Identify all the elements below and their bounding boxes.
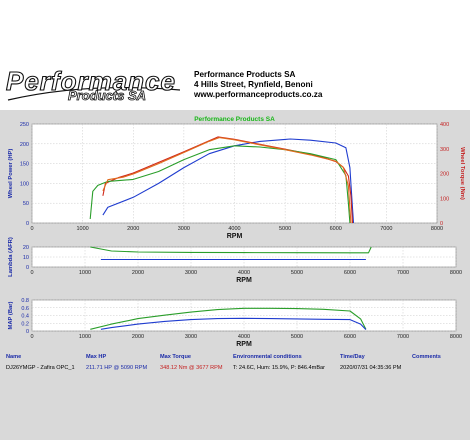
x-axis-label: RPM — [236, 277, 252, 284]
x-tick-label: 6000 — [330, 226, 342, 232]
company-website[interactable]: www.performanceproducts.co.za — [194, 90, 323, 99]
lambda-chart: 0 1000 2000 3000 4000 5000 6000 7000 8000 0 10 20 RP… — [8, 237, 462, 284]
header-time-day: Time/Day — [340, 354, 365, 360]
x-tick-label: 4000 — [238, 270, 250, 276]
series-line-4 — [102, 137, 352, 224]
header-environment: Environmental conditions — [233, 354, 302, 360]
header-comments: Comments — [412, 354, 441, 360]
y-tick-label: 0 — [26, 329, 29, 335]
x-tick-label: 5000 — [291, 270, 303, 276]
report-header: Performance Products SA Performance Prod… — [0, 0, 470, 110]
y-tick-label: 10 — [23, 255, 29, 261]
y-tick-label: 250 — [20, 122, 29, 128]
power-torque-chart: 0 1000 2000 3000 4000 5000 6000 7000 80000501001… — [8, 116, 465, 240]
y-tick-label: 0.8 — [21, 298, 29, 304]
y-tick-label: 0 — [26, 265, 29, 271]
y-axis-label: Wheel Power (HP) — [8, 149, 14, 199]
x-tick-label: 1000 — [79, 334, 91, 340]
value-max-hp: 211.71 HP @ 5090 RPM — [86, 365, 148, 371]
x-tick-label: 5000 — [279, 226, 291, 232]
x-tick-label: 6000 — [344, 334, 356, 340]
value-max-torque: 348.12 Nm @ 3677 RPM — [160, 365, 223, 371]
logo-sub-text: Products SA — [68, 88, 147, 104]
x-axis-label: RPM — [227, 233, 243, 240]
x-tick-label: 2000 — [132, 334, 144, 340]
y-tick-label: 50 — [23, 201, 29, 207]
y2-tick-label: 200 — [440, 172, 449, 178]
x-tick-label: 7000 — [397, 270, 409, 276]
x-tick-label: 0 — [30, 226, 33, 232]
y-axis-label: Lambda (AFR) — [8, 237, 14, 277]
company-name: Performance Products SA — [194, 70, 296, 79]
logo-swoosh — [7, 86, 181, 101]
x-tick-label: 7000 — [397, 334, 409, 340]
x-axis-label: RPM — [236, 341, 252, 348]
value-environment: T: 24.6C, Hum: 15.9%, P: 846.4mBar — [233, 365, 326, 371]
chart-title: Performance Products SA — [194, 116, 275, 123]
y-tick-label: 0.2 — [21, 321, 29, 327]
y2-axis-label: Wheel Torque (Nm) — [459, 147, 465, 200]
company-details: Performance Products SA 4 Hills Street, … — [194, 70, 322, 100]
header-max-hp: Max HP — [86, 354, 107, 360]
x-tick-label: 2000 — [127, 226, 139, 232]
logo-main-text: Performance — [5, 65, 176, 96]
x-tick-label: 8000 — [450, 334, 462, 340]
x-tick-label: 6000 — [344, 270, 356, 276]
series-line-3 — [89, 145, 351, 224]
y-tick-label: 100 — [20, 181, 29, 187]
x-tick-label: 1000 — [79, 270, 91, 276]
y-tick-label: 0 — [26, 221, 29, 227]
value-time-day: 2020/07/31 04:35:36 PM — [340, 365, 402, 371]
series-line-1 — [90, 246, 372, 254]
map-chart: 0 1000 2000 3000 4000 5000 6000 7000 8000 0 0.20.4… — [8, 298, 462, 348]
y-tick-label: 20 — [23, 245, 29, 251]
x-tick-label: 2000 — [132, 270, 144, 276]
x-tick-label: 3000 — [178, 226, 190, 232]
value-name: DJ26YMGP - Zafira OPC_1 — [6, 365, 75, 371]
y2-tick-label: 0 — [440, 221, 443, 227]
series-line-2 — [100, 317, 367, 330]
x-tick-label: 4000 — [238, 334, 250, 340]
y2-tick-label: 100 — [440, 196, 449, 202]
y2-tick-label: 400 — [440, 122, 449, 128]
x-tick-label: 5000 — [291, 334, 303, 340]
y2-tick-label: 300 — [440, 147, 449, 153]
y-tick-label: 200 — [20, 142, 29, 148]
y-tick-label: 0.6 — [21, 306, 29, 312]
company-address: 4 Hills Street, Rynfield, Benoni — [194, 80, 313, 89]
y-axis-label: MAP (Bar) — [8, 301, 14, 329]
x-tick-label: 0 — [30, 334, 33, 340]
y-tick-label: 0.4 — [21, 314, 29, 320]
x-tick-label: 8000 — [450, 270, 462, 276]
header-name: Name — [6, 354, 22, 360]
x-tick-label: 1000 — [77, 226, 89, 232]
x-tick-label: 3000 — [185, 334, 197, 340]
x-tick-label: 4000 — [228, 226, 240, 232]
x-tick-label: 7000 — [380, 226, 392, 232]
run-info-table: Name Max HP Max Torque Environmental con… — [0, 354, 470, 374]
y-tick-label: 150 — [20, 162, 29, 168]
company-logo: Performance Products SA — [5, 65, 184, 104]
x-tick-label: 3000 — [185, 270, 197, 276]
x-tick-label: 0 — [30, 270, 33, 276]
chart-panel: 0 1000 2000 3000 4000 5000 6000 7000 8000 0 50 100 1… — [0, 110, 470, 440]
series-line-1 — [90, 307, 367, 330]
x-tick-label: 8000 — [431, 226, 443, 232]
dyno-charts: 0 1000 2000 3000 4000 5000 6000 7000 80000501001… — [8, 116, 465, 348]
series-line-1 — [102, 138, 355, 224]
header-max-torque: Max Torque — [160, 354, 191, 360]
